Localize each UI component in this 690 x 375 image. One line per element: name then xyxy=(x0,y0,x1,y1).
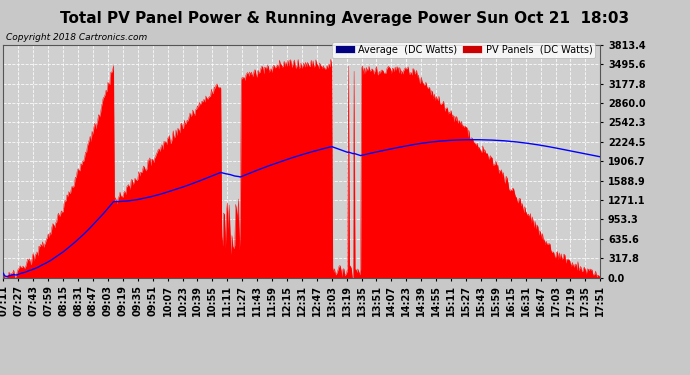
Legend: Average  (DC Watts), PV Panels  (DC Watts): Average (DC Watts), PV Panels (DC Watts) xyxy=(332,42,595,57)
Text: Copyright 2018 Cartronics.com: Copyright 2018 Cartronics.com xyxy=(6,33,148,42)
Text: Total PV Panel Power & Running Average Power Sun Oct 21  18:03: Total PV Panel Power & Running Average P… xyxy=(61,11,629,26)
